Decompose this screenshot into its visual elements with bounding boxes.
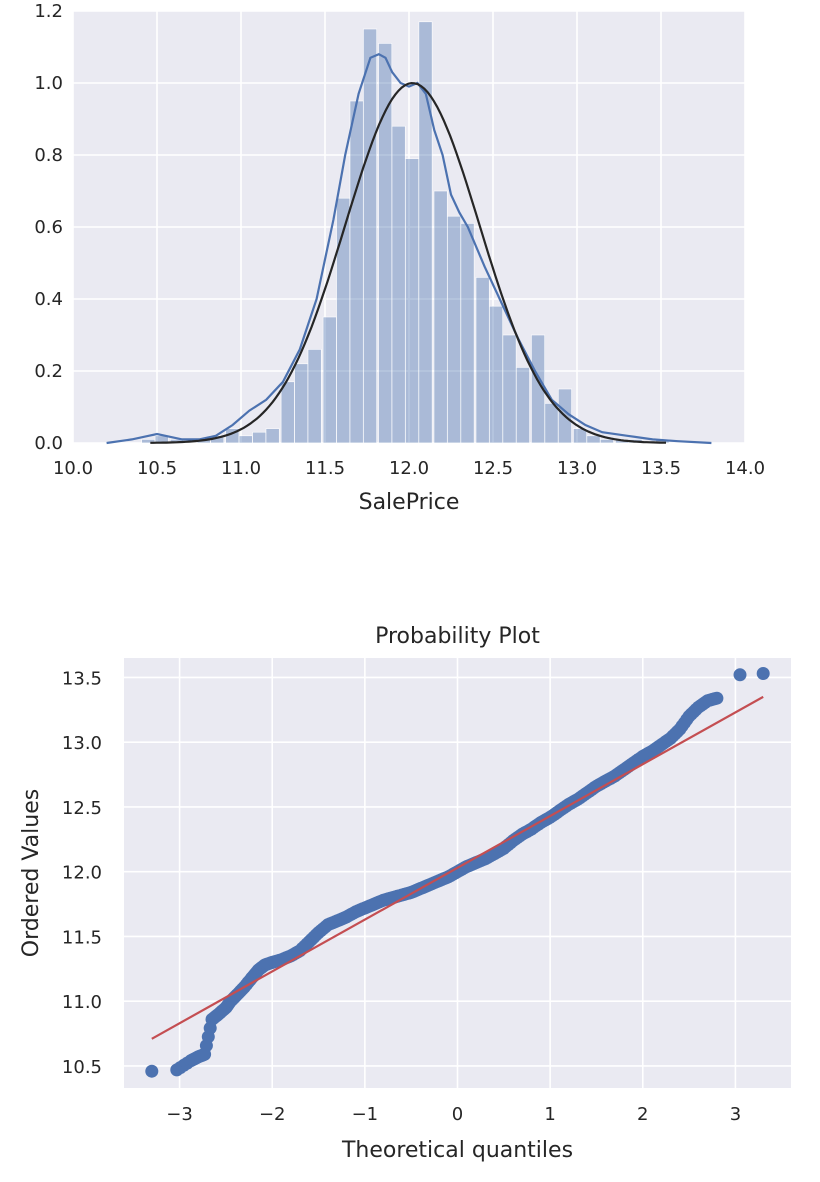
- probability-x-tick-label: −2: [259, 1104, 286, 1125]
- fit-line: [151, 695, 764, 1040]
- histogram-y-tick-label: 1.0: [34, 73, 63, 94]
- probability-y-axis-label: Ordered Values: [19, 789, 44, 957]
- histogram-bar: [600, 439, 614, 444]
- histogram-bar: [489, 305, 503, 444]
- histogram-x-tick-label: 11.0: [221, 458, 261, 479]
- histogram-chart: 10.0 10.5 11.0 11.5 12.0 12.5 13.0 13.5 14.0 0.0 0…: [34, 1, 765, 515]
- histogram-bar: [307, 349, 322, 444]
- probability-x-axis-label: Theoretical quantiles: [341, 1138, 573, 1163]
- histogram-bar: [238, 435, 253, 444]
- probability-y-tick-label: 11.0: [62, 992, 102, 1013]
- histogram-bar: [265, 428, 280, 444]
- probability-point: [733, 668, 747, 682]
- histogram-bar: [294, 363, 309, 444]
- histogram-x-tick-label: 13.0: [557, 458, 597, 479]
- histogram-x-tick-label: 12.5: [473, 458, 513, 479]
- histogram-bar: [349, 100, 364, 444]
- probability-point: [756, 667, 770, 680]
- histogram-x-tick-label: 14.0: [725, 458, 765, 479]
- histogram-y-tick-label: 0.4: [34, 289, 63, 310]
- histogram-x-tick-label: 13.5: [641, 458, 681, 479]
- kde-line: [106, 52, 712, 445]
- probability-point: [710, 691, 724, 705]
- histogram-x-tick-label: 11.5: [305, 458, 345, 479]
- probability-plot-title: Probability Plot: [375, 624, 540, 649]
- probability-plot-chart: −3 −2 −1 0 1 2 3 10.5 11.0 11.5 12.0 12.5 13.0 13.5 P…: [19, 624, 791, 1163]
- probability-y-tick-label: 12.0: [62, 863, 102, 884]
- histogram-y-tick-label: 1.2: [34, 1, 63, 22]
- histogram-bar: [586, 435, 601, 444]
- histogram-bar: [418, 21, 433, 444]
- histogram-y-tick-label: 0.8: [34, 145, 63, 166]
- probability-point: [145, 1064, 159, 1078]
- histogram-bar: [460, 223, 475, 444]
- histogram-bar: [280, 381, 295, 444]
- histogram-bar: [433, 190, 448, 444]
- probability-tick-labels: −3 −2 −1 0 1 2 3 10.5 11.0 11.5 12.0 12.5 13.0 13.5: [62, 668, 741, 1125]
- histogram-bar: [475, 277, 490, 444]
- histogram-x-tick-label: 10.5: [137, 458, 177, 479]
- histogram-bar: [447, 215, 461, 444]
- histogram-bar: [252, 431, 267, 444]
- probability-x-tick-label: 2: [637, 1104, 648, 1125]
- histogram-bar: [391, 125, 406, 444]
- probability-y-tick-label: 12.5: [62, 798, 102, 819]
- histogram-bar: [516, 367, 530, 444]
- histogram-bar: [363, 28, 377, 444]
- probability-y-tick-label: 10.5: [62, 1057, 102, 1078]
- histogram-x-tick-label: 10.0: [53, 458, 93, 479]
- histogram-bar: [544, 403, 559, 444]
- histogram-bar: [405, 158, 419, 444]
- histogram-x-tick-label: 12.0: [389, 458, 429, 479]
- histogram-tick-labels: 10.0 10.5 11.0 11.5 12.0 12.5 13.0 13.5 14.0 0.0 0…: [34, 1, 765, 479]
- probability-x-tick-label: 1: [544, 1104, 555, 1125]
- probability-x-tick-label: 0: [452, 1104, 463, 1125]
- histogram-x-axis-label: SalePrice: [359, 490, 460, 515]
- probability-y-tick-label: 13.0: [62, 733, 102, 754]
- histogram-y-tick-label: 0.2: [34, 361, 63, 382]
- probability-x-tick-label: 3: [730, 1104, 741, 1125]
- histogram-bar: [502, 334, 517, 444]
- histogram-bar: [322, 316, 337, 444]
- normal-fit-line: [150, 81, 666, 444]
- probability-y-tick-label: 13.5: [62, 668, 102, 689]
- probability-y-tick-label: 11.5: [62, 927, 102, 948]
- histogram-bars: [141, 21, 670, 444]
- histogram-y-tick-label: 0.0: [34, 433, 63, 454]
- probability-x-tick-label: −3: [166, 1104, 193, 1125]
- histogram-y-tick-label: 0.6: [34, 217, 63, 238]
- probability-x-tick-label: −1: [352, 1104, 379, 1125]
